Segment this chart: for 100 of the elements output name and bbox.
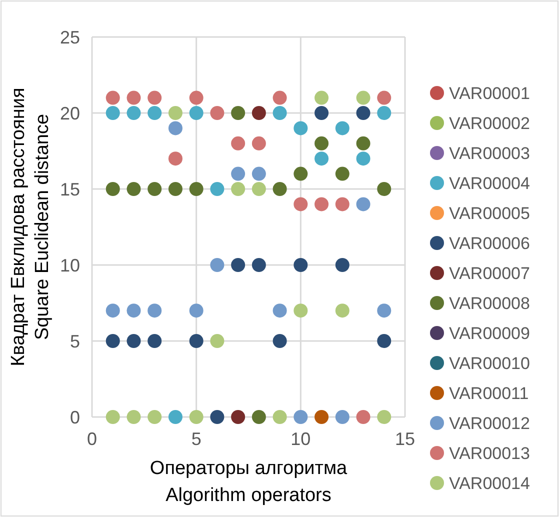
point (335, 197, 350, 212)
point (168, 182, 182, 196)
point (272, 182, 287, 196)
point (231, 106, 246, 120)
legend-label: VAR00012 (449, 414, 530, 433)
legend-label: VAR00010 (449, 354, 530, 373)
point (314, 106, 329, 120)
legend-label: VAR00009 (449, 324, 530, 343)
point (335, 410, 350, 424)
point (252, 106, 266, 120)
point (148, 90, 162, 105)
point (106, 90, 120, 105)
point (189, 304, 204, 318)
point (272, 304, 287, 318)
point (106, 334, 120, 348)
point (252, 136, 266, 150)
y-tick-label: 5 (70, 331, 80, 352)
point (356, 410, 370, 424)
point (314, 152, 329, 166)
x-tick-label: 0 (86, 429, 98, 449)
point (210, 258, 224, 272)
point (231, 136, 246, 150)
point (272, 334, 287, 348)
point (272, 106, 287, 120)
point (294, 166, 308, 181)
point (335, 258, 350, 272)
point (106, 106, 120, 120)
legend-label: VAR00006 (449, 234, 530, 253)
point (294, 258, 308, 272)
point (335, 304, 350, 318)
point (314, 90, 329, 105)
point (294, 121, 308, 136)
point (377, 304, 392, 318)
legend-label: VAR00005 (449, 204, 530, 223)
x-tick-label: 15 (394, 429, 416, 449)
x-axis-title: Операторы алгоритма Algorithm operators (150, 458, 348, 506)
point (314, 136, 329, 150)
legend-label: VAR00007 (449, 264, 530, 283)
legend-label: VAR00002 (449, 114, 530, 133)
point (252, 410, 266, 424)
point (168, 152, 182, 166)
point (231, 410, 246, 424)
legend-label: VAR00004 (449, 174, 530, 193)
y-tick-label: 10 (60, 255, 80, 276)
point (168, 410, 182, 424)
point (356, 197, 370, 212)
point (106, 182, 120, 196)
point (252, 166, 266, 181)
y-tick-label: 0 (70, 407, 80, 428)
legend-label: VAR00013 (449, 444, 530, 463)
point (335, 166, 350, 181)
point (294, 304, 308, 318)
point (189, 334, 204, 348)
point (210, 410, 224, 424)
point (231, 166, 246, 181)
point (148, 410, 162, 424)
point (272, 410, 287, 424)
point (148, 334, 162, 348)
point (231, 258, 246, 272)
y-tick-label: 20 (60, 103, 80, 124)
point (126, 90, 141, 105)
point (189, 90, 204, 105)
point (377, 182, 392, 196)
point (189, 106, 204, 120)
legend-label: VAR00011 (449, 384, 529, 403)
point (377, 410, 392, 424)
point (148, 182, 162, 196)
point (168, 121, 182, 136)
point (126, 106, 141, 120)
point (189, 182, 204, 196)
point (356, 136, 370, 150)
y-tick-label: 25 (60, 27, 80, 48)
legend-label: VAR00008 (449, 294, 530, 313)
y-axis-title: Квадрат Евклидова расстояния Square Euclidean distance (8, 88, 53, 366)
point (294, 410, 308, 424)
point (272, 90, 287, 105)
point (294, 197, 308, 212)
point (126, 410, 141, 424)
point (356, 90, 370, 105)
point (210, 106, 224, 120)
point (314, 197, 329, 212)
point (148, 106, 162, 120)
point (210, 182, 224, 196)
x-tick-label: 5 (191, 429, 202, 449)
x-tick-label: 10 (290, 429, 311, 449)
point (148, 304, 162, 318)
legend-label: VAR00001 (449, 84, 530, 103)
y-tick-label: 15 (60, 179, 80, 200)
point (356, 152, 370, 166)
point (252, 258, 266, 272)
point (314, 410, 329, 424)
point (126, 304, 141, 318)
point (189, 410, 204, 424)
point (377, 90, 392, 105)
legend-label: VAR00014 (449, 474, 530, 493)
point (356, 106, 370, 120)
point (210, 334, 224, 348)
point (377, 334, 392, 348)
point (335, 121, 350, 136)
point (126, 334, 141, 348)
